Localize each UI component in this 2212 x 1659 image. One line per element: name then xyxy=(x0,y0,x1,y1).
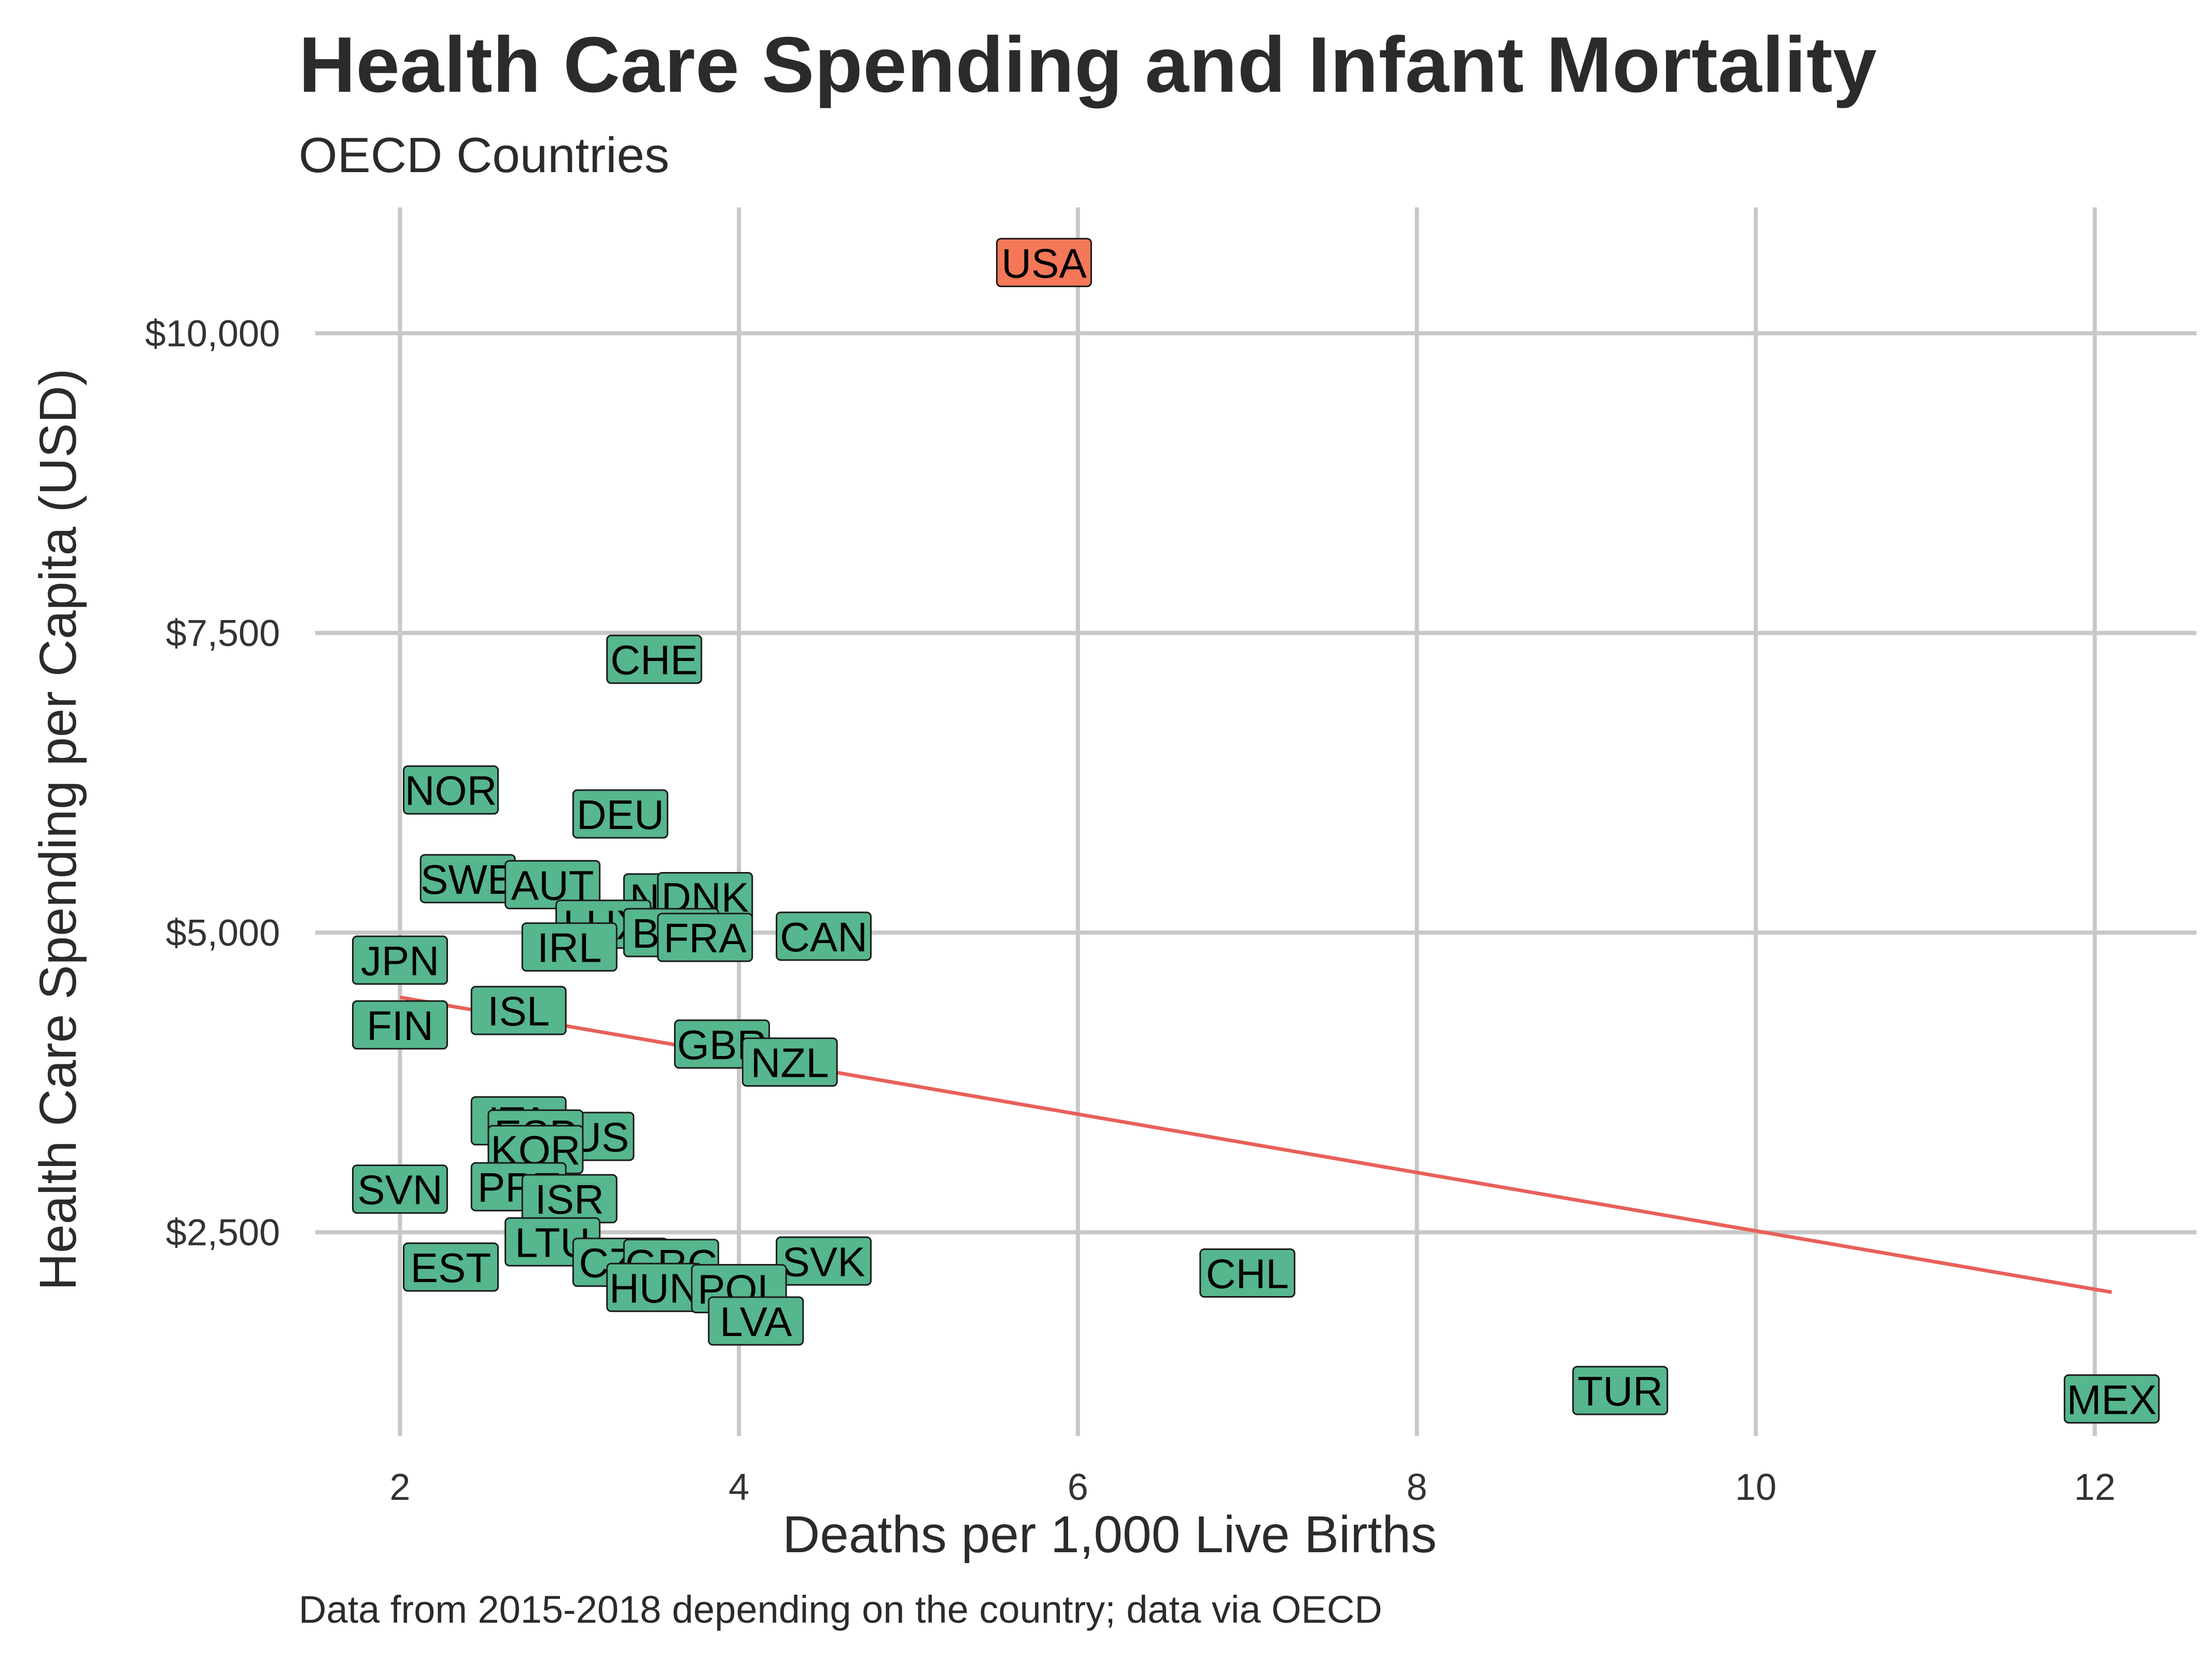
point-label-text: JPN xyxy=(361,938,439,984)
point-label-nzl: NZL xyxy=(741,1037,838,1087)
chart-subtitle: OECD Countries xyxy=(299,128,669,183)
chart-caption: Data from 2015-2018 depending on the cou… xyxy=(299,1588,1382,1631)
point-label-text: ISL xyxy=(487,988,550,1034)
point-label-lva: LVA xyxy=(708,1296,804,1346)
point-label-box xyxy=(776,1236,872,1286)
point-label-box xyxy=(996,237,1092,287)
point-label-svn: SVN xyxy=(352,1164,448,1214)
point-label-text: MEX xyxy=(2067,1376,2157,1423)
point-label-box xyxy=(505,860,601,909)
y-axis-title: Health Care Spending per Capita (USD) xyxy=(29,369,87,1291)
point-label-jpn: JPN xyxy=(352,935,448,985)
y-tick-label: $5,000 xyxy=(166,912,280,954)
y-tick-label: $7,500 xyxy=(166,613,280,654)
point-label-chl: CHL xyxy=(1199,1248,1296,1298)
point-label-che: CHE xyxy=(606,635,703,684)
point-label-box xyxy=(402,1242,499,1292)
point-label-deu: DEU xyxy=(572,789,668,839)
point-label-usa: USA xyxy=(996,237,1092,287)
point-label-isr: ISR xyxy=(521,1174,618,1224)
point-label-text: HUN xyxy=(609,1265,699,1311)
point-label-box xyxy=(352,1000,448,1050)
point-label-text: NOR xyxy=(405,768,497,814)
point-label-text: CAN xyxy=(780,914,867,960)
point-label-box xyxy=(776,911,872,961)
x-tick-label: 8 xyxy=(1406,1467,1427,1508)
point-label-tur: TUR xyxy=(1572,1366,1669,1415)
point-label-text: CHE xyxy=(610,637,698,683)
point-label-box xyxy=(572,789,668,839)
point-label-text: SVN xyxy=(357,1167,443,1213)
point-label-hun: HUN xyxy=(606,1262,703,1312)
point-label-box xyxy=(606,635,703,684)
x-tick-label: 10 xyxy=(1735,1467,1776,1508)
point-label-svk: SVK xyxy=(776,1236,872,1286)
point-label-text: TUR xyxy=(1578,1368,1663,1414)
point-label-text: NZL xyxy=(751,1040,829,1086)
point-label-text: CHL xyxy=(1206,1251,1289,1297)
x-tick-label: 6 xyxy=(1068,1467,1088,1508)
point-label-box xyxy=(2064,1374,2160,1424)
point-label-text: ISR xyxy=(535,1176,604,1222)
point-label-box xyxy=(352,935,448,985)
point-label-text: IRL xyxy=(537,925,602,971)
point-label-nor: NOR xyxy=(402,765,499,815)
point-label-text: SWE xyxy=(421,856,515,903)
point-label-box xyxy=(1199,1248,1296,1298)
point-label-box xyxy=(657,912,753,962)
y-tick-label: $10,000 xyxy=(145,313,280,355)
point-label-isl: ISL xyxy=(470,986,567,1035)
point-label-box xyxy=(352,1164,448,1214)
x-tick-label: 12 xyxy=(2074,1467,2116,1508)
point-label-box xyxy=(402,765,499,815)
point-label-box xyxy=(521,922,618,972)
chart-title: Health Care Spending and Infant Mortalit… xyxy=(299,21,1877,109)
x-tick-label: 4 xyxy=(729,1467,749,1508)
point-label-text: FIN xyxy=(367,1003,433,1049)
point-label-box xyxy=(741,1037,838,1087)
point-label-text: EST xyxy=(411,1245,492,1291)
point-label-fin: FIN xyxy=(352,1000,448,1050)
point-label-box xyxy=(1572,1366,1669,1415)
point-label-text: LVA xyxy=(720,1299,792,1345)
x-axis-title: Deaths per 1,000 Live Births xyxy=(782,1506,1437,1564)
point-layer: USACHENORDEUSWEAUTNLDDNKLUXBELFRACANIRLJ… xyxy=(352,237,2160,1424)
point-label-text: FRA xyxy=(664,915,747,961)
tick-layer: 2 4 6 8 10 12 $2,500 $5,000 $7,500 $10,000 xyxy=(145,313,2116,1508)
point-label-irl: IRL xyxy=(521,922,618,972)
x-tick-label: 2 xyxy=(389,1467,410,1508)
y-tick-label: $2,500 xyxy=(166,1212,280,1254)
point-label-box xyxy=(470,986,567,1035)
point-label-mex: MEX xyxy=(2064,1374,2160,1424)
point-label-text: SVK xyxy=(782,1239,865,1285)
point-label-fra: FRA xyxy=(657,912,753,962)
point-label-est: EST xyxy=(402,1242,499,1292)
point-label-box xyxy=(708,1296,804,1346)
point-label-swe: SWE xyxy=(419,854,516,904)
point-label-text: USA xyxy=(1001,240,1087,286)
point-label-text: DEU xyxy=(577,792,664,838)
point-label-can: CAN xyxy=(776,911,872,961)
